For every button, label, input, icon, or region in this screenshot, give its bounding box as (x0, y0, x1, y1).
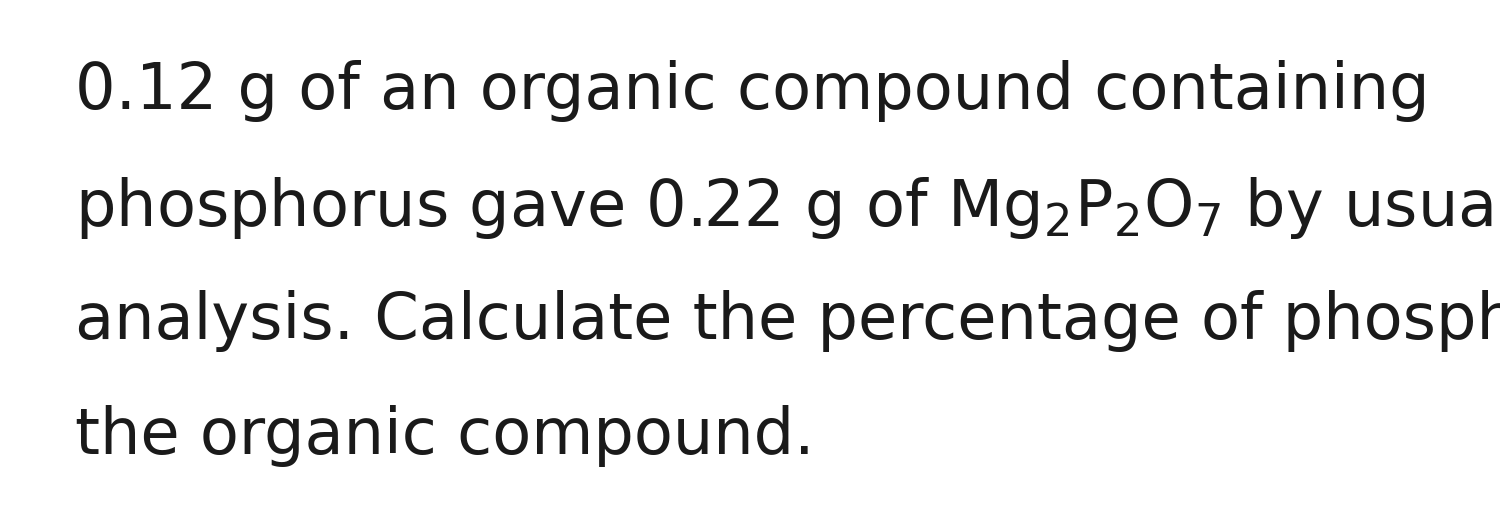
Text: analysis. Calculate the percentage of phosphorus in: analysis. Calculate the percentage of ph… (75, 290, 1500, 352)
Text: phosphorus gave 0.22 g of Mg$_2$P$_2$O$_7$ by usual: phosphorus gave 0.22 g of Mg$_2$P$_2$O$_… (75, 175, 1500, 241)
Text: the organic compound.: the organic compound. (75, 405, 815, 467)
Text: 0.12 g of an organic compound containing: 0.12 g of an organic compound containing (75, 60, 1429, 122)
